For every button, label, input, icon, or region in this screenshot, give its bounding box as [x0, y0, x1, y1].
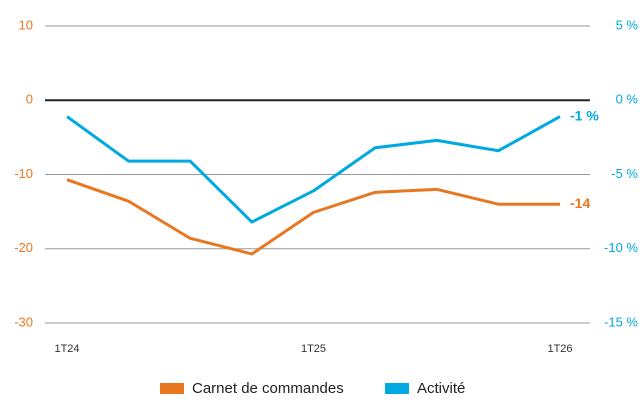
- value-label: -1 %: [570, 107, 599, 123]
- legend-label: Carnet de commandes: [192, 380, 344, 397]
- series-line: [66, 178, 560, 256]
- y-tick-label: -10: [14, 166, 33, 181]
- legend-swatch: [160, 383, 184, 394]
- y2-tick-label: -5 %: [611, 166, 638, 181]
- x-tick-label: 1T26: [547, 343, 572, 355]
- value-label: -14: [570, 195, 590, 211]
- x-tick-label: 1T25: [301, 343, 326, 355]
- y2-tick-label: 0 %: [616, 92, 639, 107]
- y2-tick-label: -15 %: [604, 314, 638, 329]
- series-line: [66, 115, 561, 224]
- y-tick-label: 0: [26, 92, 33, 107]
- y2-tick-label: 5 %: [616, 17, 639, 32]
- legend-swatch: [385, 383, 409, 394]
- x-tick-label: 1T24: [54, 343, 79, 355]
- legend-label: Activité: [417, 380, 465, 397]
- y-tick-label: 10: [19, 17, 33, 32]
- y2-tick-label: -10 %: [604, 240, 638, 255]
- y-tick-label: -30: [14, 314, 33, 329]
- y-tick-label: -20: [14, 240, 33, 255]
